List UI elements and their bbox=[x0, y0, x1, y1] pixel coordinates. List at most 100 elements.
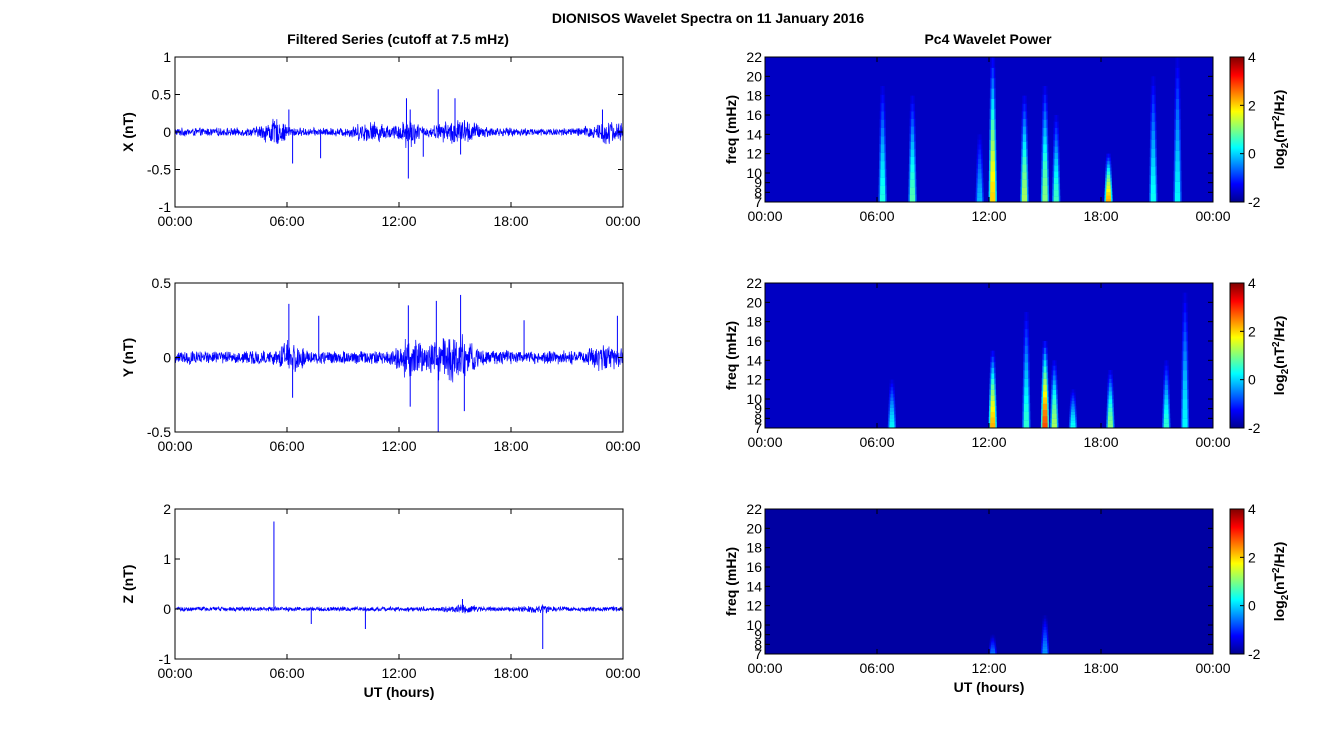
heatmap-panel-2-event-streak bbox=[1043, 390, 1047, 398]
heatmap-panel-1-event-streak bbox=[1106, 174, 1111, 179]
heatmap-panel-1-event-streak bbox=[978, 134, 981, 140]
heatmap-panel-2-ytick-label: 10 bbox=[746, 391, 762, 407]
heatmap-panel-1-event-streak bbox=[881, 94, 884, 104]
heatmap-panel-1-event-streak bbox=[1174, 191, 1181, 203]
line-panel-x-ytick-label: 0.5 bbox=[152, 87, 172, 103]
right-column-title: Pc4 Wavelet Power bbox=[924, 31, 1052, 47]
heatmap-panel-2-event-streak bbox=[1052, 408, 1057, 414]
heatmap-panel-2-event-streak bbox=[890, 390, 894, 394]
heatmap-panel-2-event-streak bbox=[1184, 292, 1186, 303]
heatmap-panel-2-event-streak bbox=[1071, 411, 1075, 415]
heatmap-panel-2-event-streak bbox=[1183, 370, 1187, 381]
heatmap-panel-1-event-streak bbox=[1053, 195, 1059, 203]
heatmap-panel-2-event-streak bbox=[990, 405, 995, 412]
heatmap-panel-1-event-streak bbox=[909, 194, 916, 203]
heatmap-panel-2-event-streak bbox=[1182, 389, 1188, 400]
heatmap-panel-1-ytick-label: 20 bbox=[746, 68, 762, 84]
heatmap-panel-1-event-streak bbox=[880, 152, 885, 162]
heatmap-panel-1-event-streak bbox=[911, 110, 914, 119]
heatmap-panel-1-ytick-label: 7 bbox=[754, 194, 762, 210]
heatmap-panel-2-event-streak bbox=[1071, 403, 1075, 407]
line-panel-x-ytick-label: -0.5 bbox=[147, 162, 171, 178]
heatmap-panel-2-event-streak bbox=[991, 378, 995, 385]
heatmap-panel-1-event-streak bbox=[910, 141, 915, 150]
heatmap-panel-2-event-streak bbox=[1052, 389, 1057, 395]
line-panel-z-background bbox=[175, 509, 623, 659]
heatmap-panel-2-event-streak bbox=[1024, 386, 1029, 396]
heatmap-panel-3-colorbar bbox=[1229, 508, 1245, 655]
heatmap-panel-2-event-streak bbox=[1183, 341, 1187, 352]
heatmap-panel-2-event-streak bbox=[1163, 423, 1169, 429]
heatmap-panel-3-background bbox=[765, 509, 1213, 654]
heatmap-panel-1-event-streak bbox=[1044, 86, 1046, 95]
line-panel-y-ytick-label: 0 bbox=[163, 350, 171, 366]
heatmap-panel-2-colorbar-tick-label: -2 bbox=[1248, 420, 1261, 436]
heatmap-panel-3-ytick-label: 9 bbox=[754, 627, 762, 643]
heatmap-panel-2-event-streak bbox=[1182, 408, 1188, 419]
heatmap-panel-1-ytick-label: 10 bbox=[746, 165, 762, 181]
heatmap-panel-1-event-streak bbox=[991, 119, 995, 130]
heatmap-panel-2-event-streak bbox=[990, 422, 996, 429]
heatmap-panel-3-ytick-label: 14 bbox=[746, 578, 762, 594]
heatmap-panel-1-event-streak bbox=[1021, 194, 1028, 203]
heatmap-panel-2-event-streak bbox=[1024, 353, 1028, 363]
heatmap-panel-2-event-streak bbox=[1043, 347, 1047, 354]
heatmap-panel-2-event-streak bbox=[1109, 382, 1112, 388]
heatmap-panel-3-ytick-label: 10 bbox=[746, 617, 762, 633]
heatmap-panel-2-event-streak bbox=[890, 393, 894, 398]
heatmap-panel-1-event-streak bbox=[881, 86, 884, 95]
heatmap-panel-2-event-streak bbox=[1070, 416, 1076, 421]
heatmap-panel-2-event-streak bbox=[1051, 418, 1057, 424]
heatmap-panel-2-event-streak bbox=[1072, 389, 1074, 393]
line-panel-z-series-line bbox=[174, 603, 624, 614]
heatmap-panel-1-event-streak bbox=[978, 148, 981, 155]
heatmap-panel-1-event-streak bbox=[1053, 177, 1059, 184]
heatmap-panel-2-event-streak bbox=[1023, 411, 1029, 421]
line-panel-z-xlabel: UT (hours) bbox=[364, 684, 435, 700]
heatmap-panel-2-event-streak bbox=[1109, 378, 1112, 383]
line-panel-y-xtick-label: 06:00 bbox=[269, 438, 304, 454]
heatmap-panel-2-colorbar-label: log2(nT2/Hz) bbox=[1271, 316, 1291, 396]
heatmap-panel-1-event-streak bbox=[1175, 119, 1180, 130]
heatmap-panel-2-event-streak bbox=[1164, 399, 1169, 405]
heatmap-panel-2-ytick-label: 18 bbox=[746, 314, 762, 330]
heatmap-panel-1-event-streak bbox=[880, 144, 885, 153]
heatmap-panel-2-event-streak bbox=[1108, 407, 1113, 412]
heatmap-panel-2-event-streak bbox=[990, 416, 996, 423]
heatmap-panel-2-event-streak bbox=[1108, 394, 1113, 400]
heatmap-panel-1-event-streak bbox=[1152, 76, 1155, 86]
heatmap-panel-2-event-streak bbox=[1164, 394, 1169, 400]
heatmap-panel-1-event-streak bbox=[880, 193, 886, 203]
heatmap-panel-1-ytick-label: 16 bbox=[746, 107, 762, 123]
line-panel-z-xtick-label: 00:00 bbox=[157, 665, 192, 681]
line-panel-y-ytick-label: 0.5 bbox=[152, 275, 172, 291]
heatmap-panel-2-event-streak bbox=[1043, 365, 1047, 373]
line-panel-z: -1 0 1 2 00:00 06:00 12:00 18:00 00:00 UT (hours)… bbox=[120, 501, 641, 700]
heatmap-panel-2-event-streak bbox=[1024, 345, 1028, 354]
heatmap-panel-3-event-streak bbox=[991, 636, 994, 638]
line-panel-z-ytick-label: 2 bbox=[163, 501, 171, 517]
heatmap-panel-2-event-streak bbox=[1025, 320, 1028, 330]
heatmap-panel-1-event-streak bbox=[990, 191, 996, 203]
heatmap-panel-1-event-streak bbox=[1151, 103, 1155, 113]
heatmap-panel-2-event-streak bbox=[1070, 425, 1076, 429]
heatmap-panel-1-event-streak bbox=[1022, 179, 1027, 188]
heatmap-panel-2-event-streak bbox=[1070, 414, 1076, 418]
heatmap-panel-3-xlabel: UT (hours) bbox=[954, 679, 1025, 695]
heatmap-panel-2-event-streak bbox=[1043, 372, 1047, 379]
heatmap-panel-1-event-streak bbox=[1176, 98, 1179, 110]
line-panel-x: -1 -0.5 0 0.5 1 00:00 06:00 12:00 18:00 00:00 X (n… bbox=[120, 49, 641, 229]
heatmap-panel-3-event-streak bbox=[1043, 623, 1047, 627]
heatmap-panel-1-event-streak bbox=[1043, 152, 1047, 162]
heatmap-panel-1-event-streak bbox=[1151, 112, 1155, 122]
heatmap-panel-2-background bbox=[765, 283, 1213, 428]
heatmap-panel-1-event-streak bbox=[1176, 57, 1179, 68]
heatmap-panel-2-event-streak bbox=[1071, 394, 1075, 399]
heatmap-panel-2-xtick-label: 00:00 bbox=[747, 434, 782, 450]
heatmap-panel-2-xtick-label: 06:00 bbox=[859, 434, 894, 450]
heatmap-panel-1-event-streak bbox=[977, 192, 983, 198]
heatmap-panel-2-event-streak bbox=[1107, 419, 1113, 425]
heatmap-panel-1-event-streak bbox=[977, 197, 983, 203]
line-panel-z-xtick-label: 18:00 bbox=[493, 665, 528, 681]
